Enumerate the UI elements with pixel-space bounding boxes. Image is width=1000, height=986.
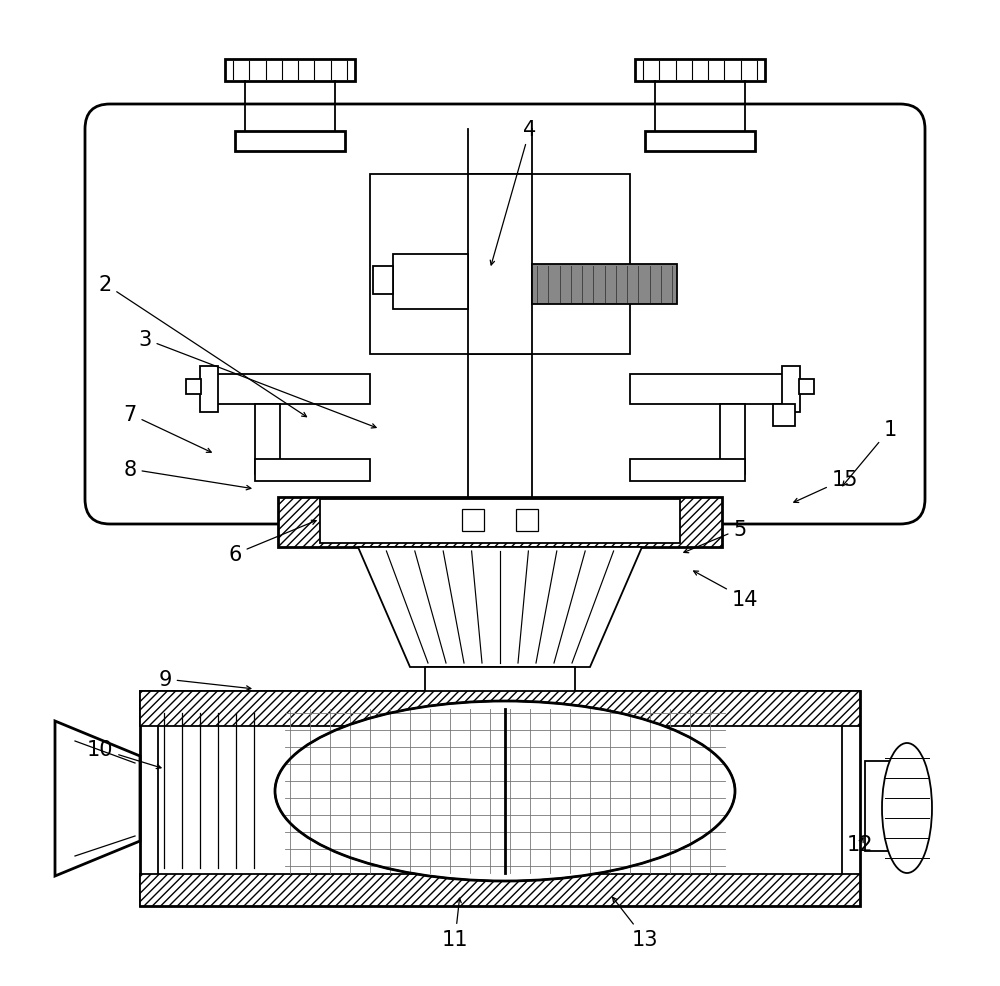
Bar (235, 132, 345, 152)
Bar (425, 668, 575, 695)
Bar (532, 264, 677, 305)
Text: 5: 5 (684, 520, 747, 553)
Bar (630, 375, 785, 404)
Bar (782, 367, 800, 412)
Text: 3: 3 (138, 329, 376, 429)
Text: 1: 1 (843, 420, 897, 486)
Bar (645, 132, 755, 152)
Text: 14: 14 (694, 572, 758, 609)
Bar (462, 510, 484, 531)
Bar (630, 459, 745, 481)
Ellipse shape (882, 743, 932, 874)
Bar (186, 380, 201, 394)
Bar (225, 60, 355, 82)
Text: 4: 4 (490, 120, 537, 265)
Polygon shape (358, 547, 642, 668)
FancyBboxPatch shape (85, 105, 925, 525)
Text: 13: 13 (613, 897, 658, 950)
Text: 12: 12 (847, 834, 873, 854)
Text: 2: 2 (98, 275, 307, 417)
Bar (516, 510, 538, 531)
Bar (720, 404, 745, 474)
Bar (635, 60, 765, 82)
Text: 15: 15 (794, 469, 858, 503)
Text: 11: 11 (442, 898, 468, 950)
Bar (373, 267, 393, 295)
Bar (799, 380, 814, 394)
Polygon shape (55, 722, 140, 877)
Text: 7: 7 (123, 404, 211, 453)
Bar (278, 498, 722, 547)
Bar (158, 709, 842, 888)
Bar (140, 691, 860, 906)
Bar (773, 404, 795, 427)
Bar (468, 175, 532, 355)
Bar (320, 500, 680, 543)
Bar (255, 459, 370, 481)
Bar (865, 761, 893, 851)
Text: 9: 9 (158, 669, 251, 690)
Bar (393, 254, 468, 310)
Bar (200, 367, 218, 412)
Bar (140, 691, 860, 727)
Bar (215, 375, 370, 404)
Bar (140, 875, 860, 906)
Bar (370, 175, 630, 355)
Text: 6: 6 (228, 521, 316, 564)
Text: 10: 10 (87, 740, 161, 769)
Text: 8: 8 (123, 459, 251, 490)
Ellipse shape (275, 701, 735, 881)
Bar (255, 404, 280, 474)
